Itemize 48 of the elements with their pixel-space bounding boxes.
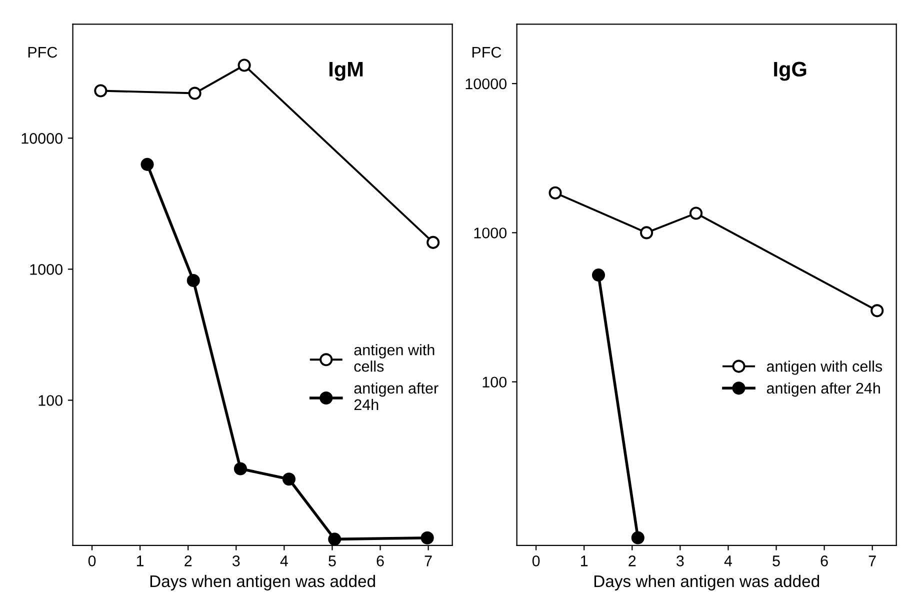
y-tick-label: 100 (482, 376, 507, 388)
y-tick-label: 1000 (474, 228, 507, 238)
point (234, 462, 247, 476)
point (328, 532, 342, 546)
point (188, 86, 202, 100)
x-tick-label: 0 (88, 556, 96, 566)
x-tick-label: 2 (628, 556, 636, 566)
x-tick-label: 3 (232, 556, 240, 566)
x-tick-label: 5 (772, 556, 780, 566)
x-tick-label: 4 (724, 556, 732, 566)
point (592, 268, 606, 282)
x-tick-label: 5 (328, 556, 336, 566)
legend-label: antigen after 24h (354, 382, 438, 410)
x-tick-label: 6 (376, 556, 384, 566)
point (94, 84, 108, 98)
x-tick-label: 0 (532, 556, 540, 566)
legend-label: antigen with cells (354, 344, 434, 372)
x-tick-label: 6 (820, 556, 828, 566)
point (238, 58, 251, 72)
x-tick-label: 2 (184, 556, 192, 566)
point (420, 531, 434, 544)
point (282, 472, 296, 486)
point (631, 531, 644, 544)
y-tick-label: 10000 (466, 78, 507, 90)
x-tick-label: 4 (280, 556, 288, 566)
point (640, 226, 654, 240)
text: IgM (330, 62, 363, 81)
x-tick-label: 3 (676, 556, 684, 566)
point (140, 158, 154, 171)
point (870, 304, 884, 318)
legend-label: antigen after 24h (766, 382, 880, 397)
x-axis-title: Days when antigen was added (150, 574, 375, 590)
x-tick-label: 7 (424, 556, 432, 566)
y-axis-title: PFC (28, 46, 58, 58)
x-tick-label: 1 (581, 556, 588, 566)
y-tick-label: 10000 (22, 133, 62, 144)
point (689, 206, 703, 220)
x-tick-label: 7 (868, 556, 876, 566)
point (186, 274, 200, 288)
legend-label: antigen with cells (766, 360, 882, 375)
y-tick-label: 1000 (30, 264, 62, 275)
y-tick-label: 100 (38, 395, 62, 406)
x-tick-label: 1 (136, 556, 144, 566)
point (426, 236, 440, 249)
x-axis-title: Days when antigen was added (594, 574, 820, 590)
text: IgG (774, 62, 806, 81)
point (548, 186, 562, 200)
y-axis-title: PFC (472, 46, 502, 58)
